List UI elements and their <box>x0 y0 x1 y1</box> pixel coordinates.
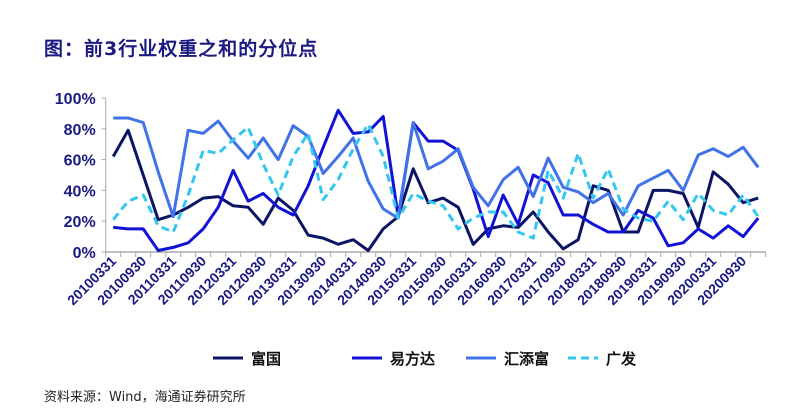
legend-label: 广发 <box>606 350 637 368</box>
y-tick-label: 20% <box>64 214 96 231</box>
legend-label: 易方达 <box>390 350 435 368</box>
series-line-易方达 <box>113 108 760 252</box>
chart-title: 图：前3行业权重之和的分位点 <box>44 38 319 60</box>
y-tick-label: 80% <box>64 122 96 139</box>
series-line-汇添富 <box>113 116 760 220</box>
y-tick-label: 100% <box>55 91 96 108</box>
legend-label: 汇添富 <box>504 350 549 368</box>
y-tick-label: 60% <box>64 153 96 170</box>
series-line-广发 <box>112 122 760 240</box>
y-tick-label: 0% <box>73 245 96 262</box>
y-tick-label: 40% <box>64 183 96 200</box>
legend-label: 富国 <box>251 350 281 368</box>
source-note: 资料来源：Wind，海通证券研究所 <box>44 390 246 405</box>
